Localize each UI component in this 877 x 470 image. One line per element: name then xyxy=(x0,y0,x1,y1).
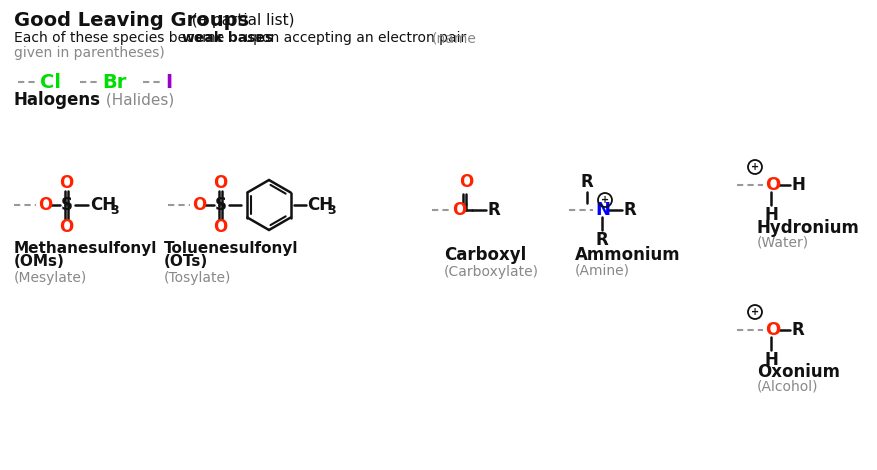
Text: R: R xyxy=(791,321,804,339)
Text: (Carboxylate): (Carboxylate) xyxy=(444,265,538,279)
Text: (Mesylate): (Mesylate) xyxy=(14,271,87,285)
Text: Br: Br xyxy=(102,72,126,92)
Text: (Water): (Water) xyxy=(756,236,809,250)
Text: Carboxyl: Carboxyl xyxy=(444,246,525,264)
Text: O: O xyxy=(212,218,227,236)
Text: +: + xyxy=(600,195,609,205)
Text: upon accepting an electron pair: upon accepting an electron pair xyxy=(239,31,470,45)
Text: S: S xyxy=(61,196,73,214)
Text: (a partial list): (a partial list) xyxy=(182,13,294,28)
Text: I: I xyxy=(165,72,172,92)
Text: H: H xyxy=(763,206,777,224)
Text: R: R xyxy=(624,201,636,219)
Text: +: + xyxy=(750,307,759,317)
Text: O: O xyxy=(764,176,780,194)
Text: H: H xyxy=(763,351,777,369)
Text: (Tosylate): (Tosylate) xyxy=(164,271,232,285)
Text: Hydronium: Hydronium xyxy=(756,219,859,237)
Text: (Halides): (Halides) xyxy=(101,93,174,108)
Text: Cl: Cl xyxy=(40,72,61,92)
Text: R: R xyxy=(595,231,608,249)
Text: Ammonium: Ammonium xyxy=(574,246,680,264)
Text: Each of these species become: Each of these species become xyxy=(14,31,228,45)
Text: (Alcohol): (Alcohol) xyxy=(756,380,817,394)
Text: O: O xyxy=(212,174,227,192)
Text: (OMs): (OMs) xyxy=(14,254,65,269)
Text: S: S xyxy=(215,196,227,214)
Text: Halogens: Halogens xyxy=(14,91,101,109)
Text: (Amine): (Amine) xyxy=(574,264,630,278)
Text: Good Leaving Groups: Good Leaving Groups xyxy=(14,10,249,30)
Text: 3: 3 xyxy=(110,204,118,217)
Text: (OTs): (OTs) xyxy=(164,254,208,269)
Text: H: H xyxy=(791,176,805,194)
Text: N: N xyxy=(595,201,610,219)
Text: +: + xyxy=(750,162,759,172)
Text: Oxonium: Oxonium xyxy=(756,363,839,381)
Text: Methanesulfonyl: Methanesulfonyl xyxy=(14,241,157,256)
Text: O: O xyxy=(452,201,466,219)
Text: 3: 3 xyxy=(326,204,335,217)
Text: (name: (name xyxy=(431,31,476,45)
Text: weak bases: weak bases xyxy=(182,31,273,45)
Text: R: R xyxy=(580,173,593,191)
Text: Toluenesulfonyl: Toluenesulfonyl xyxy=(164,241,298,256)
Text: CH: CH xyxy=(307,196,332,214)
Text: O: O xyxy=(192,196,206,214)
Text: given in parentheses): given in parentheses) xyxy=(14,46,165,60)
Text: O: O xyxy=(59,174,73,192)
Text: CH: CH xyxy=(90,196,116,214)
Text: O: O xyxy=(59,218,73,236)
Text: O: O xyxy=(764,321,780,339)
Text: O: O xyxy=(459,173,473,191)
Text: O: O xyxy=(38,196,53,214)
Text: R: R xyxy=(488,201,500,219)
